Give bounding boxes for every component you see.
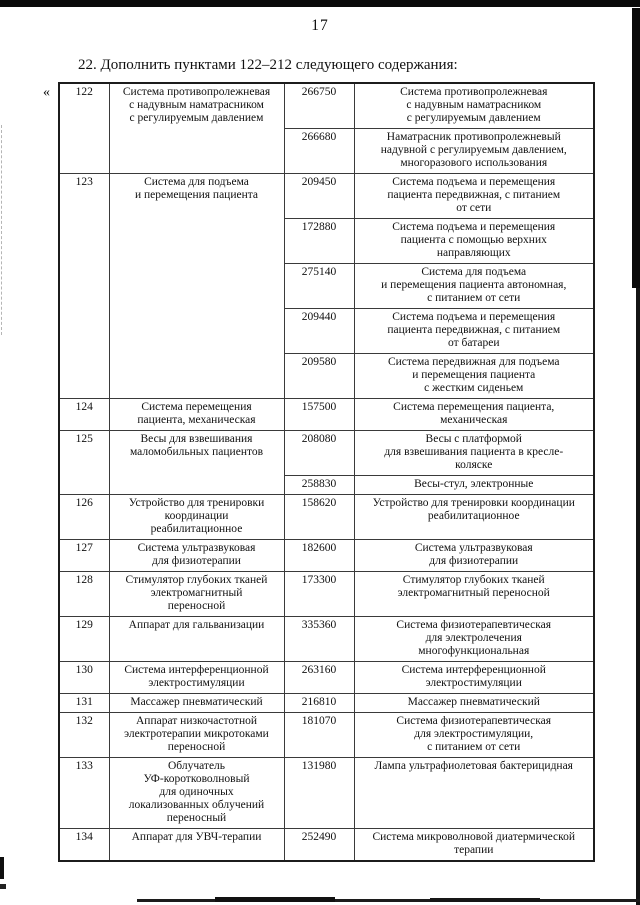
table-row: 124 Система перемещения пациента, механич…	[58, 398, 595, 431]
row-number-cell: 122	[58, 82, 110, 174]
description-cell: Система перемещения пациента, механическ…	[353, 398, 595, 431]
table-row: 266680 Наматрасник противопролежневый над…	[59, 128, 595, 174]
description-cell: Система физиотерапевтическая для электро…	[353, 616, 595, 662]
device-name-cell: Стимулятор глубоких тканей электромагнит…	[108, 571, 285, 617]
scan-artifact-right-bar	[632, 8, 640, 288]
device-name-cell: Устройство для тренировки координации ре…	[108, 494, 285, 540]
code-cell: 181070	[283, 712, 355, 758]
table-row: 125 Весы для взвешивания маломобильных па…	[58, 430, 595, 495]
table-row: 123 Система для подъема и перемещения пац…	[58, 173, 595, 399]
table-row: 133 Облучатель УФ-коротковолновый для оди…	[58, 757, 595, 829]
device-name-cell: Система перемещения пациента, механическ…	[108, 398, 285, 431]
equipment-table: 122 Система противопролежневая с надувным…	[58, 82, 595, 862]
scan-artifact-bottom-line	[137, 899, 640, 902]
device-name-cell: Система для подъема и перемещения пациен…	[108, 173, 285, 399]
description-cell: Система передвижная для подъема и переме…	[353, 353, 595, 399]
table-row: 132 Аппарат низкочастотной электротерапии…	[58, 712, 595, 758]
opening-quote-mark: «	[43, 85, 50, 100]
scan-artifact-left-mark	[0, 857, 4, 879]
scan-artifact-right-bar-thin	[636, 288, 640, 905]
table-row: 209440 Система подъема и перемещения паци…	[59, 308, 595, 354]
description-cell: Система интерференционной электростимуля…	[353, 661, 595, 694]
row-number-cell: 125	[58, 430, 110, 495]
table-row: 134 Аппарат для УВЧ-терапии 252490 Система …	[58, 828, 595, 862]
code-cell: 258830	[283, 475, 355, 495]
code-cell: 158620	[283, 494, 355, 540]
row-number-cell: 133	[58, 757, 110, 829]
row-number-cell: 128	[58, 571, 110, 617]
row-number-cell: 134	[58, 828, 110, 862]
description-cell: Массажер пневматический	[353, 693, 595, 713]
device-name-cell: Массажер пневматический	[108, 693, 285, 713]
code-cell: 209450	[283, 173, 355, 219]
description-cell: Система для подъема и перемещения пациен…	[353, 263, 595, 309]
table-row: 122 Система противопролежневая с надувным…	[58, 82, 595, 174]
device-name-cell: Весы для взвешивания маломобильных пацие…	[108, 430, 285, 495]
code-cell: 172880	[283, 218, 355, 264]
scan-artifact-left-mark	[0, 884, 6, 889]
table-row: 131 Массажер пневматический 216810 Массажер…	[58, 693, 595, 713]
table-row: 209580 Система передвижная для подъема и …	[59, 353, 595, 399]
scan-artifact-left-dotted-line	[1, 125, 2, 335]
row-number-cell: 129	[58, 616, 110, 662]
table-row: 172880 Система подъема и перемещения паци…	[59, 218, 595, 264]
scan-artifact-top-bar	[0, 0, 640, 7]
table-row: 275140 Система для подъема и перемещения …	[59, 263, 595, 309]
code-cell: 275140	[283, 263, 355, 309]
description-cell: Система подъема и перемещения пациента с…	[353, 218, 595, 264]
code-cell: 209440	[283, 308, 355, 354]
table-row: 129 Аппарат для гальванизации 335360 Систем…	[58, 616, 595, 662]
description-cell: Система ультразвуковая для физиотерапии	[353, 539, 595, 572]
device-name-cell: Аппарат низкочастотной электротерапии ми…	[108, 712, 285, 758]
device-name-cell: Аппарат для гальванизации	[108, 616, 285, 662]
device-name-cell: Облучатель УФ-коротковолновый для одиноч…	[108, 757, 285, 829]
scan-artifact-bottom-segment	[430, 898, 540, 902]
description-cell: Стимулятор глубоких тканей электромагнит…	[353, 571, 595, 617]
row-number-cell: 123	[58, 173, 110, 399]
table-row: 126 Устройство для тренировки координации…	[58, 494, 595, 540]
description-cell: Устройство для тренировки координации ре…	[353, 494, 595, 540]
code-cell: 216810	[283, 693, 355, 713]
scan-artifact-bottom-segment	[215, 897, 335, 902]
device-name-cell: Система противопролежневая с надувным на…	[108, 82, 285, 174]
row-number-cell: 131	[58, 693, 110, 713]
row-number-cell: 127	[58, 539, 110, 572]
code-cell: 335360	[283, 616, 355, 662]
code-cell: 266750	[283, 82, 355, 129]
code-cell: 208080	[283, 430, 355, 476]
code-cell: 182600	[283, 539, 355, 572]
code-cell: 131980	[283, 757, 355, 829]
code-cell: 252490	[283, 828, 355, 862]
device-name-cell: Аппарат для УВЧ-терапии	[108, 828, 285, 862]
device-name-cell: Система интерференционной электростимуля…	[108, 661, 285, 694]
table-row: 128 Стимулятор глубоких тканей электромаг…	[58, 571, 595, 617]
page-number: 17	[311, 17, 329, 34]
code-cell: 266680	[283, 128, 355, 174]
description-cell: Система микроволновой диатермической тер…	[353, 828, 595, 862]
description-cell: Система физиотерапевтическая для электро…	[353, 712, 595, 758]
row-number-cell: 124	[58, 398, 110, 431]
code-cell: 173300	[283, 571, 355, 617]
code-cell: 263160	[283, 661, 355, 694]
row-number-cell: 130	[58, 661, 110, 694]
code-cell: 209580	[283, 353, 355, 399]
code-cell: 157500	[283, 398, 355, 431]
description-cell: Наматрасник противопролежневый надувной …	[353, 128, 595, 174]
description-cell: Система подъема и перемещения пациента п…	[353, 173, 595, 219]
table-row: 130 Система интерференционной электростим…	[58, 661, 595, 694]
table-row: 127 Система ультразвуковая для физиотерап…	[58, 539, 595, 572]
amendment-heading: 22. Дополнить пунктами 122–212 следующег…	[78, 57, 458, 73]
row-number-cell: 126	[58, 494, 110, 540]
row-number-cell: 132	[58, 712, 110, 758]
description-cell: Лампа ультрафиолетовая бактерицидная	[353, 757, 595, 829]
description-cell: Система подъема и перемещения пациента п…	[353, 308, 595, 354]
description-cell: Система противопролежневая с надувным на…	[353, 82, 595, 129]
description-cell: Весы с платформой для взвешивания пациен…	[353, 430, 595, 476]
equipment-table-body: 122 Система противопролежневая с надувным…	[58, 82, 595, 862]
description-cell: Весы-стул, электронные	[353, 475, 595, 495]
device-name-cell: Система ультразвуковая для физиотерапии	[108, 539, 285, 572]
